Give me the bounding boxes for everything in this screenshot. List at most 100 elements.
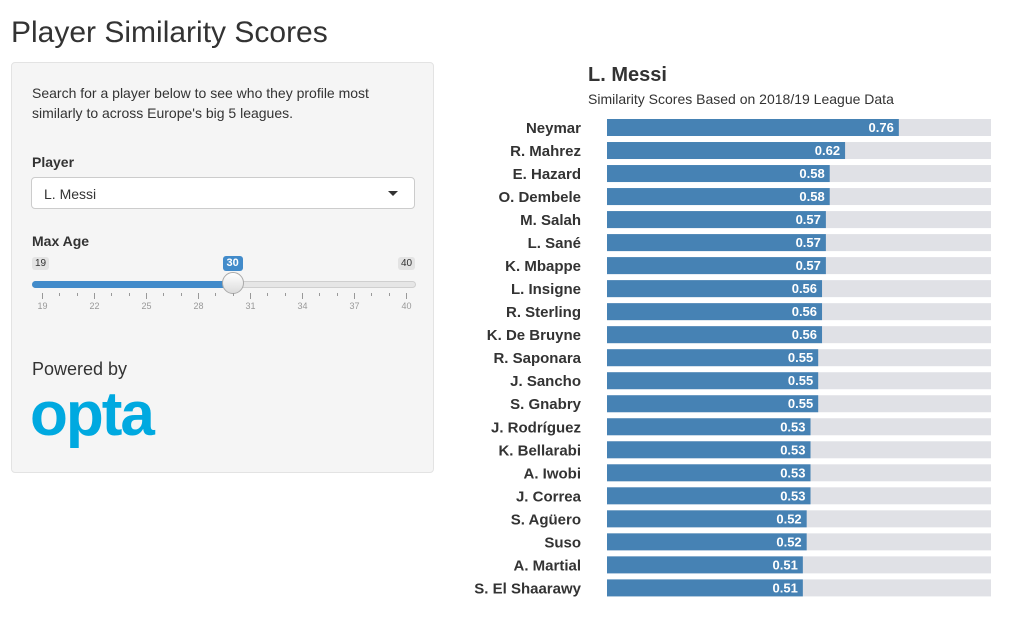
bar (607, 441, 811, 459)
bar (607, 188, 830, 206)
slider-minor-tick (128, 293, 130, 296)
slider-tick (406, 293, 407, 299)
slider-tick-label: 34 (297, 301, 308, 311)
sidebar-panel: Search for a player below to see who the… (11, 62, 434, 473)
slider-tick-label: 28 (193, 301, 204, 311)
slider-minor-tick (284, 293, 286, 296)
bar-value-label: 0.52 (776, 511, 801, 526)
bar-value-label: 0.58 (799, 189, 824, 204)
slider-tick (354, 293, 355, 299)
slider-tick-label: 25 (141, 301, 152, 311)
category-label: L. Insigne (511, 281, 581, 298)
slider-minor-tick (232, 293, 234, 296)
slider-max-label: 40 (398, 257, 416, 270)
bar-value-label: 0.57 (796, 258, 821, 273)
bar-value-label: 0.56 (792, 327, 817, 342)
slider-tick-label: 40 (401, 301, 412, 311)
slider-tick (302, 293, 303, 299)
bar (607, 579, 803, 597)
slider-minor-tick (180, 293, 182, 296)
bar-value-label: 0.51 (773, 557, 798, 572)
category-label: J. Sancho (510, 373, 581, 390)
bar (607, 418, 811, 436)
player-label: Player (32, 154, 75, 170)
slider-minor-tick (163, 293, 165, 296)
player-select-value: L. Messi (44, 186, 97, 202)
chart-subtitle: Similarity Scores Based on 2018/19 Leagu… (588, 91, 894, 107)
slider-minor-tick (59, 293, 61, 296)
category-label: L. Sané (528, 235, 581, 252)
bar (607, 142, 846, 160)
slider-minor-tick (336, 293, 338, 296)
bar (607, 510, 807, 528)
category-label: K. Bellarabi (498, 442, 581, 459)
opta-logo-wordmark: opta (30, 389, 155, 449)
bar (607, 303, 823, 321)
bar (607, 372, 819, 390)
category-label: R. Saponara (493, 350, 581, 367)
bar (607, 211, 826, 229)
category-label: R. Mahrez (510, 143, 581, 160)
slider-tick (42, 293, 43, 299)
powered-by-text: Powered by (32, 359, 128, 379)
category-label: J. Correa (516, 488, 582, 505)
slider-min-label: 19 (32, 257, 50, 270)
bar-value-label: 0.53 (780, 442, 805, 457)
bar (607, 349, 819, 367)
category-label: M. Salah (520, 212, 581, 229)
chevron-down-icon[interactable] (388, 191, 398, 196)
bar-value-label: 0.57 (796, 235, 821, 250)
slider-tick (146, 293, 147, 299)
slider-minor-tick (371, 293, 373, 296)
slider-tick (250, 293, 251, 299)
category-label: R. Sterling (506, 304, 581, 321)
bar-value-label: 0.57 (796, 212, 821, 227)
slider-tick (198, 293, 199, 299)
category-label: K. Mbappe (505, 258, 581, 275)
bar (607, 257, 826, 275)
bar-value-label: 0.62 (815, 143, 840, 158)
bar-value-label: 0.56 (792, 281, 817, 296)
player-select[interactable]: L. Messi (31, 177, 415, 209)
bar-value-label: 0.55 (788, 396, 813, 411)
category-label: A. Iwobi (524, 465, 582, 482)
bar (607, 165, 830, 183)
category-label: S. El Shaarawy (474, 580, 581, 597)
max-age-label: Max Age (32, 233, 90, 249)
intro-line-2: similarly to across Europe's big 5 leagu… (32, 105, 294, 121)
slider-minor-tick (215, 293, 217, 296)
bar-value-label: 0.51 (773, 580, 798, 595)
category-label: K. De Bruyne (487, 327, 581, 344)
slider-minor-tick (388, 293, 390, 296)
bar-value-label: 0.56 (792, 304, 817, 319)
bar (607, 234, 826, 252)
chart-title: L. Messi (588, 64, 667, 86)
bar-value-label: 0.58 (799, 166, 824, 181)
bar-value-label: 0.55 (788, 350, 813, 365)
slider-tick-label: 19 (37, 301, 48, 311)
category-label: A. Martial (513, 557, 581, 574)
category-label: J. Rodríguez (491, 419, 581, 436)
bar (607, 326, 823, 344)
bar (607, 556, 803, 574)
slider-minor-tick (267, 293, 269, 296)
age-slider-fill (32, 281, 233, 288)
slider-tick-label: 31 (245, 301, 256, 311)
opta-logo: opta (30, 389, 157, 449)
slider-minor-tick (319, 293, 321, 296)
intro-line-1: Search for a player below to see who the… (32, 85, 369, 101)
page-title: Player Similarity Scores (11, 16, 328, 49)
category-label: S. Agüero (511, 511, 581, 528)
category-label: Suso (544, 534, 581, 551)
bar-value-label: 0.53 (780, 419, 805, 434)
category-label: S. Gnabry (510, 396, 582, 413)
slider-value-label: 30 (222, 256, 243, 271)
category-label: O. Dembele (498, 189, 581, 206)
bar (607, 464, 811, 482)
bar-value-label: 0.53 (780, 465, 805, 480)
bar (607, 280, 823, 298)
bar (607, 487, 811, 505)
slider-tick (94, 293, 95, 299)
intro-text: Search for a player below to see who the… (32, 83, 412, 123)
